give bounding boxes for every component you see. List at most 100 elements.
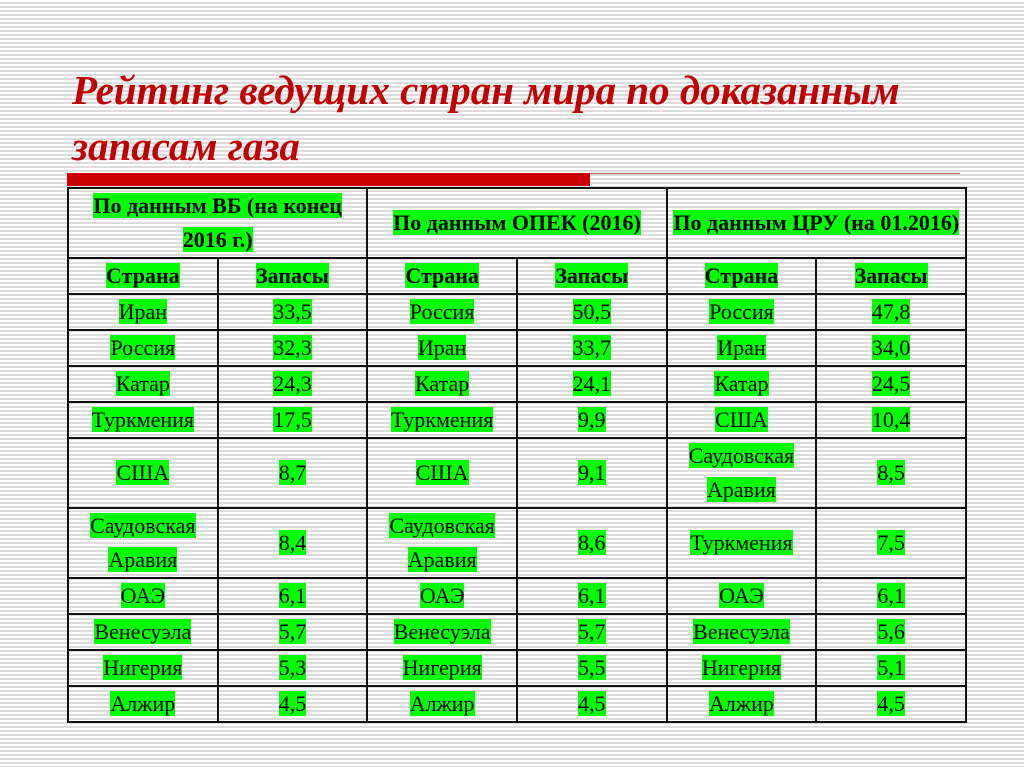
country-cell: США	[67, 437, 219, 509]
reserves-value: 9,1	[578, 460, 606, 485]
reserves-cell: 8,4	[216, 507, 369, 579]
reserves-value: 10,4	[871, 407, 911, 432]
country-name: Иран	[118, 299, 168, 324]
column-header-text: Запасы	[555, 263, 629, 288]
reserves-cell: 5,5	[515, 649, 668, 687]
country-name: Россия	[110, 335, 176, 360]
country-name: ОАЭ	[419, 583, 465, 608]
reserves-cell: 6,1	[515, 577, 668, 615]
reserves-cell: 5,6	[815, 613, 967, 651]
column-header: Запасы	[515, 257, 668, 295]
group-header-text: По данным ВБ (на конец 2016 г.)	[93, 193, 342, 252]
column-header-text: Страна	[106, 263, 180, 288]
reserves-value: 50,5	[572, 299, 612, 324]
country-cell: Венесуэла	[366, 613, 518, 651]
reserves-cell: 50,5	[515, 293, 668, 331]
table-row: ОАЭ 6,1 ОАЭ 6,1 ОАЭ 6,1	[67, 577, 967, 615]
gas-reserves-table: По данным ВБ (на конец 2016 г.) По данны…	[66, 187, 968, 723]
reserves-value: 4,5	[578, 691, 606, 716]
reserves-value: 6,1	[578, 583, 606, 608]
reserves-cell: 8,6	[515, 507, 668, 579]
reserves-value: 17,5	[273, 407, 312, 432]
reserves-cell: 47,8	[815, 293, 967, 331]
country-name: Венесуэла	[94, 619, 192, 644]
country-cell: Туркмения	[67, 401, 219, 439]
country-cell: США	[665, 401, 818, 439]
reserves-cell: 10,4	[815, 401, 967, 439]
group-header: По данным ОПЕК (2016)	[366, 187, 668, 259]
group-header-text: По данным ОПЕК (2016)	[393, 210, 641, 235]
country-name: Катар	[415, 371, 470, 396]
country-cell: ОАЭ	[67, 577, 219, 615]
reserves-value: 8,7	[278, 460, 307, 485]
country-name: Нигерия	[402, 655, 482, 680]
reserves-cell: 9,1	[515, 437, 668, 509]
reserves-value: 33,7	[572, 335, 612, 360]
reserves-value: 8,6	[578, 530, 606, 555]
reserves-cell: 5,7	[216, 613, 369, 651]
reserves-cell: 33,7	[515, 329, 668, 367]
reserves-value: 7,5	[877, 530, 905, 555]
country-cell: Саудовская Аравия	[665, 437, 818, 509]
reserves-cell: 24,5	[815, 365, 967, 403]
column-header-text: Запасы	[256, 263, 329, 288]
country-name: Россия	[709, 299, 774, 324]
country-cell: Туркмения	[366, 401, 518, 439]
title-underline-bar	[67, 173, 590, 186]
country-name: Алжир	[709, 691, 774, 716]
reserves-value: 33,5	[273, 299, 312, 324]
reserves-value: 6,1	[877, 583, 905, 608]
reserves-value: 5,1	[877, 655, 905, 680]
country-name: США	[715, 407, 768, 432]
reserves-cell: 6,1	[815, 577, 967, 615]
country-name: Нигерия	[701, 655, 781, 680]
country-cell: Нигерия	[67, 649, 219, 687]
group-header: По данным ВБ (на конец 2016 г.)	[66, 187, 369, 259]
country-cell: Катар	[366, 365, 518, 403]
country-cell: ОАЭ	[366, 577, 518, 615]
country-name: США	[415, 460, 469, 485]
country-name: Туркмения	[690, 530, 793, 555]
reserves-value: 24,5	[871, 371, 911, 396]
country-cell: Алжир	[665, 685, 818, 723]
country-name: Иран	[417, 335, 467, 360]
country-cell: Иран	[366, 329, 518, 367]
country-name: Венесуэла	[693, 619, 790, 644]
country-cell: Саудовская Аравия	[366, 507, 518, 579]
country-cell: Нигерия	[665, 649, 818, 687]
column-header: Страна	[67, 257, 219, 295]
column-header-text: Запасы	[854, 263, 928, 288]
country-cell: Алжир	[366, 685, 518, 723]
country-name: Саудовская Аравия	[688, 443, 795, 502]
country-name: Нигерия	[103, 655, 183, 680]
reserves-value: 4,5	[278, 691, 307, 716]
reserves-cell: 8,5	[815, 437, 967, 509]
table-row: Алжир 4,5 Алжир 4,5 Алжир 4,5	[67, 685, 967, 723]
table-row: Катар 24,3 Катар 24,1 Катар 24,5	[67, 365, 967, 403]
reserves-cell: 4,5	[515, 685, 668, 723]
country-name: ОАЭ	[719, 583, 764, 608]
table-row: Россия 32,3 Иран 33,7 Иран 34,0	[67, 329, 967, 367]
country-name: Венесуэла	[393, 619, 491, 644]
country-name: Россия	[409, 299, 475, 324]
column-header-text: Страна	[704, 263, 779, 288]
reserves-value: 5,7	[578, 619, 606, 644]
table-row: Туркмения 17,5 Туркмения 9,9 США 10,4	[67, 401, 967, 439]
country-cell: Россия	[366, 293, 518, 331]
country-cell: ОАЭ	[665, 577, 818, 615]
reserves-cell: 4,5	[216, 685, 369, 723]
reserves-cell: 5,7	[515, 613, 668, 651]
reserves-cell: 17,5	[216, 401, 369, 439]
table-row: Венесуэла 5,7 Венесуэла 5,7 Венесуэла 5,6	[67, 613, 967, 651]
column-header: Запасы	[815, 257, 967, 295]
country-name: Алжир	[409, 691, 475, 716]
country-name: ОАЭ	[120, 583, 166, 608]
group-header: По данным ЦРУ (на 01.2016)	[665, 187, 968, 259]
reserves-value: 5,7	[278, 619, 307, 644]
column-header: Страна	[665, 257, 818, 295]
reserves-value: 4,5	[877, 691, 905, 716]
country-cell: Венесуэла	[67, 613, 219, 651]
column-header: Запасы	[216, 257, 369, 295]
reserves-value: 6,1	[278, 583, 307, 608]
column-header-text: Страна	[405, 263, 479, 288]
